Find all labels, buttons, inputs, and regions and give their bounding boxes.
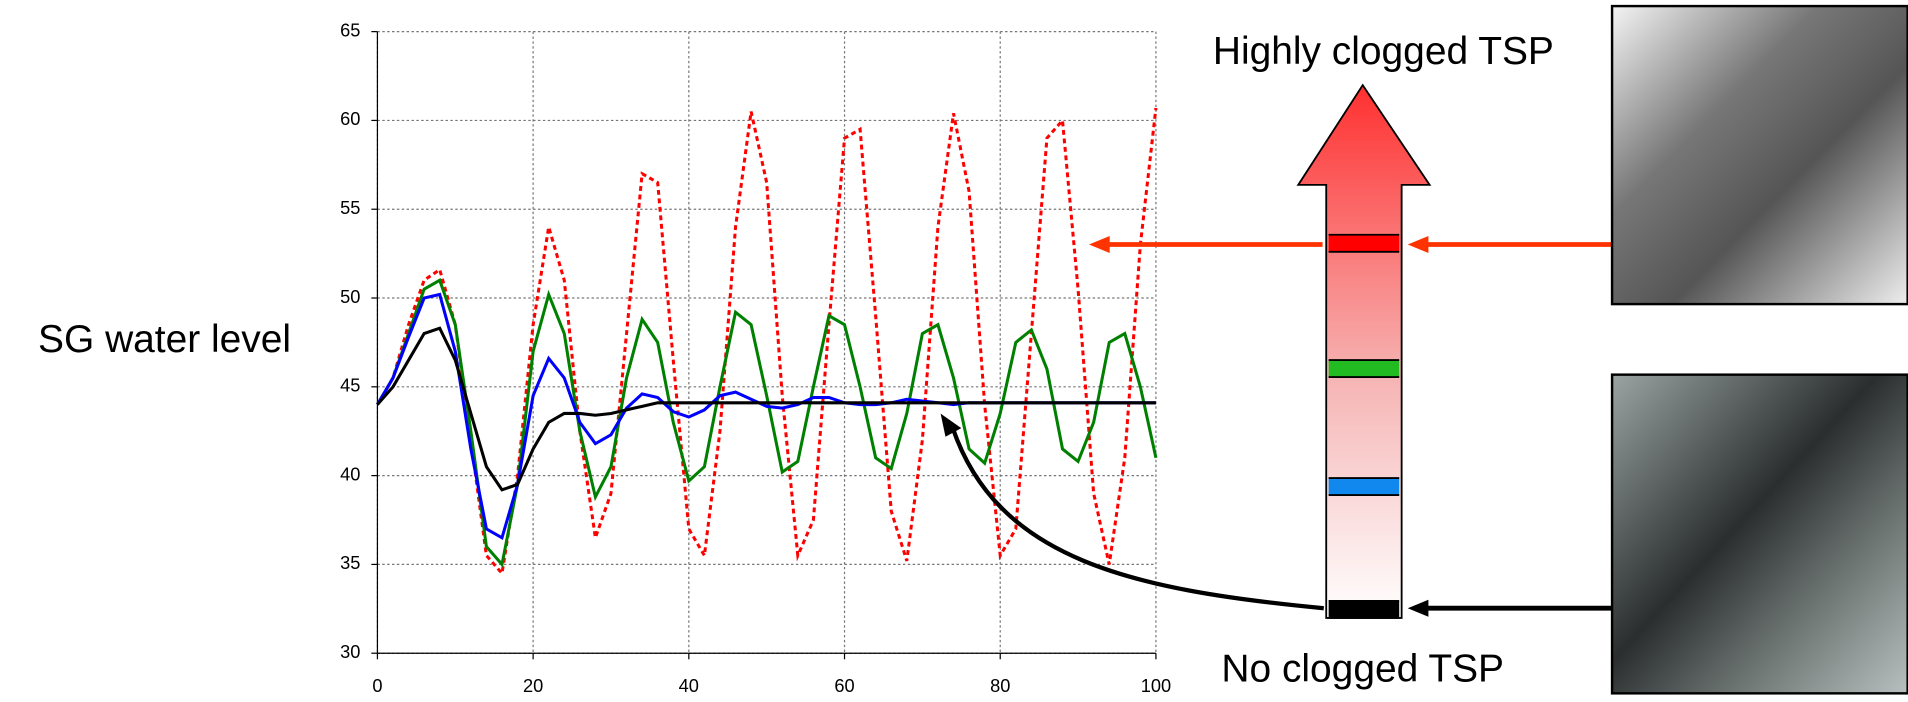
- x-tick-label: 20: [523, 675, 543, 696]
- arrow-head: [1407, 599, 1429, 617]
- x-tick-label: 40: [679, 675, 699, 696]
- arrow-head: [1407, 235, 1429, 254]
- y-tick-label: 60: [340, 108, 360, 129]
- curved-arrow: [950, 427, 1324, 611]
- series-line: [376, 326, 1156, 492]
- y-tick-label: 55: [340, 197, 360, 218]
- severity-band: [1328, 478, 1400, 496]
- photo-clean: [1610, 373, 1908, 695]
- y-tick-label: 30: [340, 641, 360, 662]
- y-axis-label: SG water level: [38, 318, 291, 361]
- severity-bands: [1328, 233, 1400, 619]
- y-tick-label: 40: [340, 463, 360, 484]
- photo-clogged: [1610, 4, 1908, 306]
- x-tick-label: 60: [834, 675, 854, 696]
- x-tick-label: 0: [372, 675, 382, 696]
- series-line: [376, 107, 1158, 577]
- arrow-head: [940, 413, 962, 437]
- annotation: No clogged TSP: [1221, 648, 1504, 691]
- severity-band: [1328, 600, 1400, 618]
- arrow-head: [1089, 235, 1110, 254]
- y-tick-label: 65: [340, 19, 360, 40]
- plot-area: 30 35 40 45 50 55 60 65 0 20 40 60 80 100: [340, 19, 1171, 696]
- x-tick-label: 100: [1141, 675, 1171, 696]
- series-line: [376, 278, 1158, 568]
- y-tick-label: 35: [340, 552, 360, 573]
- severity-arrow: [1296, 83, 1432, 619]
- annotation: Highly clogged TSP: [1213, 30, 1554, 73]
- x-tick-label: 80: [990, 675, 1010, 696]
- series-line: [376, 292, 1156, 541]
- y-tick-label: 50: [340, 286, 360, 307]
- y-tick-label: 45: [340, 375, 360, 396]
- severity-band: [1328, 234, 1400, 252]
- severity-band: [1328, 360, 1400, 378]
